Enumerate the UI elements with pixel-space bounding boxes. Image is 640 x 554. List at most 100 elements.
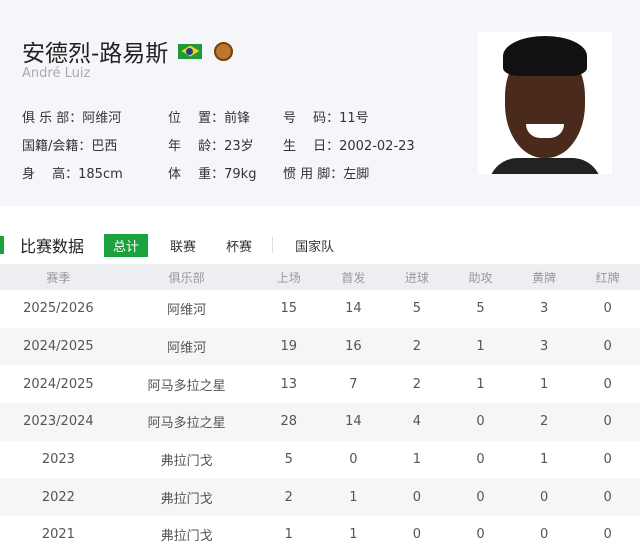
info-label: 生 日： [283,139,340,154]
table-cell: 0 [512,478,576,517]
table-row: 2023 弗拉门戈 5 0 1 0 1 0 [0,441,640,479]
tab-divider [272,237,274,253]
table-cell: 2 [256,478,322,517]
table-cell: 7 [349,376,358,392]
info-value: 左脚 [343,167,370,182]
column-header: 俱乐部 [116,264,257,290]
table-cell: 0 [412,527,422,543]
info-label: 俱 乐 部： [22,111,83,126]
table-cell: 2021 [41,527,75,543]
table-cell: 0 [476,452,485,468]
stats-section-header: 比赛数据 总计 联赛 杯赛 国家队 [0,233,640,257]
table-cell: 弗拉门戈 [160,529,213,545]
table-cell: 0 [575,327,640,366]
table-cell: 3 [512,327,576,366]
section-title: 比赛数据 [20,237,85,256]
table-cell: 2 [385,327,449,366]
info-label: 身 高： [22,167,79,182]
column-header: 首发 [321,264,386,290]
player-name: 安德烈-路易斯 [22,41,169,67]
table-cell: 15 [280,301,297,317]
tab-total[interactable]: 总计 [104,233,149,257]
table-cell: 28 [256,403,322,441]
info-label: 体 重： [168,167,225,182]
table-cell: 0 [349,452,358,468]
info-label: 惯 用 脚： [283,167,344,182]
info-value: 巴西 [91,139,118,154]
column-header: 黄牌 [512,264,576,290]
column-header: 红牌 [575,264,640,290]
table-cell: 1 [539,452,549,468]
info-field: 年 龄：23岁 [168,135,254,154]
table-row: 2022 弗拉门戈 2 1 0 0 0 0 [0,478,640,517]
table-cell: 0 [476,527,485,543]
info-field: 惯 用 脚：左脚 [283,163,369,182]
table-cell: 阿马多拉之星 [147,378,226,394]
table-cell: 0 [603,301,612,317]
table-cell: 2025/2026 [23,301,94,317]
table-row: 2024/2025 阿马多拉之星 13 7 2 1 1 0 [0,365,640,403]
table-cell: 2024/2025 [23,376,94,392]
info-value: 前锋 [224,111,251,126]
table-cell: 1 [448,327,513,366]
info-field: 生 日：2002-02-23 [283,135,415,154]
table-cell: 1 [539,376,549,392]
info-label: 位 置： [168,111,225,126]
info-field: 国籍/会籍：巴西 [22,135,117,154]
table-cell: 阿维河 [167,303,207,319]
table-cell: 0 [575,403,640,441]
club-crest-icon[interactable] [214,41,234,61]
table-cell: 弗拉门戈 [160,454,213,470]
info-field: 身 高：185cm [22,163,123,182]
player-header: 安德烈-路易斯 André Luiz 俱 乐 部：阿维河 位 置：前锋 号 码：11… [0,0,640,206]
column-header: 上场 [256,264,322,290]
table-cell: 1 [349,527,358,543]
tab-national-team[interactable]: 国家队 [295,239,335,255]
column-header: 赛季 [0,264,117,290]
brazil-flag-icon [178,43,203,59]
info-field: 号 码：11号 [283,107,369,126]
table-cell: 阿马多拉之星 [116,403,257,441]
table-cell: 0 [575,478,640,517]
table-cell: 1 [476,376,485,392]
player-photo [478,32,612,174]
table-header-row: 赛季 俱乐部 上场 首发 进球 助攻 黄牌 红牌 [0,264,640,290]
tab-league[interactable]: 联赛 [170,239,197,255]
column-header: 助攻 [448,264,513,290]
table-cell: 2023/2024 [0,403,117,441]
table-cell: 2024/2025 [0,327,117,366]
table-cell: 3 [539,301,549,317]
table-cell: 14 [321,403,386,441]
table-cell: 0 [448,478,513,517]
table-cell: 5 [412,301,422,317]
table-row: 2021 弗拉门戈 1 1 0 0 0 0 [0,516,640,554]
table-row: 2024/2025 阿维河 19 16 2 1 3 0 [0,327,640,366]
table-cell: 2023 [41,452,75,468]
info-value: 79kg [224,167,257,182]
info-value: 11号 [339,111,369,126]
table-row: 2025/2026 阿维河 15 14 5 5 3 0 [0,290,640,328]
info-label: 国籍/会籍： [22,139,92,154]
info-value: 185cm [78,167,123,182]
table-cell: 0 [603,376,612,392]
info-value: 2002-02-23 [339,139,415,154]
info-value: 23岁 [224,139,254,154]
table-cell: 阿维河 [116,327,257,366]
tab-cup[interactable]: 杯赛 [226,239,253,255]
table-cell: 1 [284,527,293,543]
stats-table: 赛季 俱乐部 上场 首发 进球 助攻 黄牌 红牌 2025/2026 阿维河 15 14 5 5 3 0 20… [0,264,640,554]
info-label: 号 码： [283,111,340,126]
table-cell: 2022 [0,478,117,517]
table-row: 2023/2024 阿马多拉之星 28 14 4 0 2 0 [0,403,640,441]
table-cell: 2 [512,403,576,441]
info-field: 体 重：79kg [168,163,256,182]
info-field: 位 置：前锋 [168,107,250,126]
table-cell: 弗拉门戈 [116,478,257,517]
section-accent-bar [0,236,4,254]
info-field: 俱 乐 部：阿维河 [22,107,121,126]
table-cell: 0 [539,527,549,543]
table-cell: 1 [321,478,386,517]
table-cell: 0 [385,478,449,517]
table-cell: 16 [321,327,386,366]
player-name-row: 安德烈-路易斯 [22,34,234,68]
